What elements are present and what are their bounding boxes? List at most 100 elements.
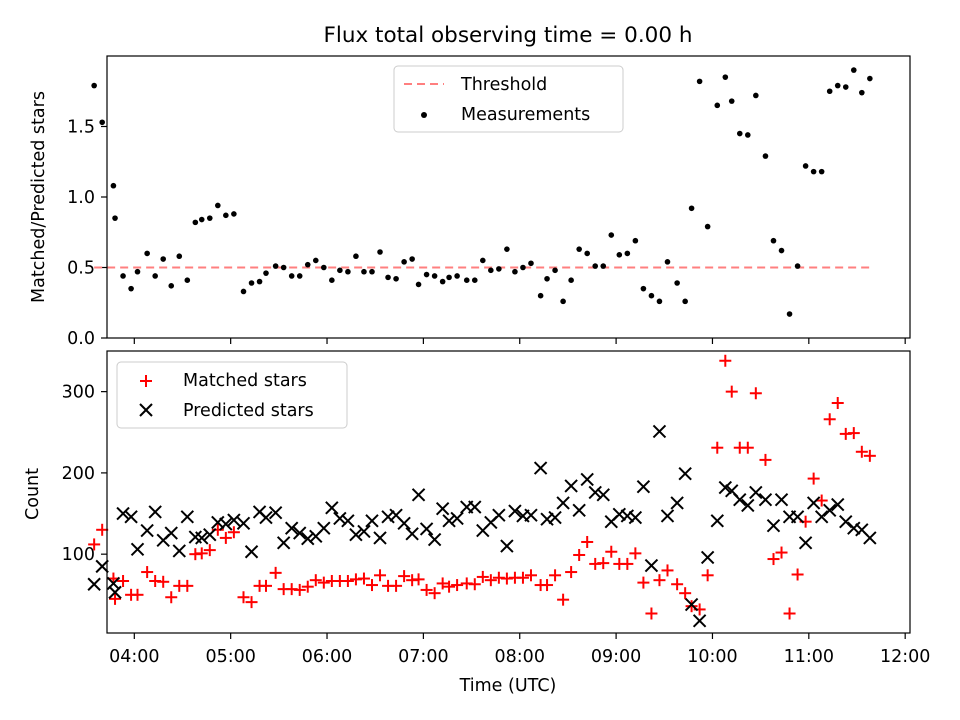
measurement-point <box>778 247 785 254</box>
measurement-point <box>616 252 623 258</box>
measurement-point <box>231 211 237 217</box>
matched-stars-marker <box>117 574 130 587</box>
matched-stars-marker <box>679 587 692 600</box>
predicted-stars-marker <box>124 510 138 524</box>
matched-stars-marker <box>412 573 425 586</box>
matched-stars-marker <box>741 441 754 454</box>
threshold-legend-label: Threshold <box>460 75 547 95</box>
measurement-point <box>728 98 735 104</box>
ratio-panel: Flux total observing time = 0.00 h Match… <box>29 23 911 349</box>
predicted-stars-marker <box>284 521 299 535</box>
measurement-point <box>144 250 150 257</box>
measurement-point <box>512 268 518 275</box>
predicted-stars-marker <box>508 504 522 518</box>
measurement-point <box>704 223 711 230</box>
predicted-stars-marker <box>572 503 586 517</box>
predicted-stars-marker <box>95 559 109 574</box>
measurement-point <box>423 271 430 278</box>
count-legend: Matched stars Predicted stars <box>116 361 348 429</box>
ratio-legend: Threshold Measurements <box>393 65 624 133</box>
predicted-stars-marker <box>349 527 363 542</box>
predicted-stars-marker <box>435 501 450 516</box>
predicted-stars-marker <box>822 503 837 517</box>
matched-stars-marker <box>549 569 562 582</box>
measurement-point <box>120 273 126 279</box>
measurement-point <box>850 67 857 73</box>
measurement-point <box>463 277 470 283</box>
measurement-point <box>256 278 263 285</box>
measurement-point <box>280 264 287 271</box>
measurement-point <box>624 250 631 257</box>
predicted-stars-marker <box>847 521 861 535</box>
predicted-stars-marker <box>325 501 339 515</box>
matched-stars-marker <box>181 579 194 592</box>
matched-stars-marker <box>719 354 732 367</box>
measurement-point <box>496 266 502 272</box>
measurement-point <box>762 153 769 159</box>
measurement-point <box>640 285 647 292</box>
predicted-stars-marker <box>580 472 594 487</box>
matched-stars-marker <box>131 588 144 601</box>
measurement-point <box>160 256 167 262</box>
measurement-point <box>696 78 703 85</box>
measurements-legend-swatch <box>421 112 427 118</box>
measurement-point <box>552 267 558 274</box>
predicted-stars-marker <box>766 519 781 533</box>
measurement-point <box>802 163 809 169</box>
x-tick-label: 09:00 <box>591 647 641 667</box>
predicted-stars-marker <box>301 532 315 546</box>
ratio-axes-frame <box>106 55 911 339</box>
matched-stars-marker <box>725 385 738 398</box>
predicted-stars-marker <box>116 506 130 521</box>
predicted-stars-marker <box>333 511 347 526</box>
predicted-stars-marker <box>564 479 578 493</box>
measurement-point <box>648 292 655 299</box>
matched-stars-marker <box>390 579 403 592</box>
predicted-stars-marker <box>684 597 699 612</box>
measurement-point <box>345 268 351 275</box>
ratio-ticks: 0.0 0.5 1.0 1.5 <box>67 118 906 349</box>
measurement-point <box>401 259 407 265</box>
measurement-point <box>99 119 105 126</box>
predicted-stars-marker <box>749 485 763 500</box>
predicted-stars-marker <box>839 514 853 529</box>
measurement-point <box>215 202 221 209</box>
measurement-point <box>446 274 452 281</box>
predicted-stars-marker <box>500 539 514 553</box>
x-tick-label: 11:00 <box>784 647 834 667</box>
matched-stars-marker <box>581 535 594 548</box>
measurement-point <box>488 267 494 274</box>
matched-stars-marker <box>557 593 570 606</box>
measurement-point <box>439 278 446 285</box>
measurement-point <box>304 261 311 268</box>
measurement-point <box>176 253 183 260</box>
matched-stars-marker <box>428 587 441 600</box>
matched-stars-marker <box>96 523 109 536</box>
matched-stars-marker <box>775 546 788 559</box>
predicted-stars-marker <box>211 515 225 530</box>
matched-stars-marker <box>701 569 714 582</box>
matched-stars-marker <box>141 566 154 579</box>
matched-stars-marker <box>573 548 586 561</box>
predicted-stars-marker <box>814 510 829 524</box>
measurement-point <box>454 273 460 279</box>
measurement-point <box>152 273 158 279</box>
x-tick-label: 04:00 <box>109 647 159 667</box>
predicted-stars-marker <box>628 510 643 525</box>
predicted-stars-marker <box>863 531 877 545</box>
matched-stars-marker <box>443 580 456 593</box>
measurement-point <box>263 270 269 276</box>
ratio-legend-box <box>393 65 624 133</box>
matched-stars-marker <box>365 579 378 592</box>
predicted-stars-marker <box>268 506 283 520</box>
matched-stars-marker <box>301 580 314 593</box>
measurement-point <box>168 283 175 289</box>
measurement-point <box>329 277 335 283</box>
matched-stars-marker <box>565 566 578 579</box>
measurement-point <box>818 168 825 175</box>
measurement-point <box>377 249 383 255</box>
matched-stars-marker <box>269 566 282 579</box>
measurement-point <box>369 268 375 275</box>
measurement-point <box>714 102 721 109</box>
predicted-stars-marker <box>293 526 307 540</box>
